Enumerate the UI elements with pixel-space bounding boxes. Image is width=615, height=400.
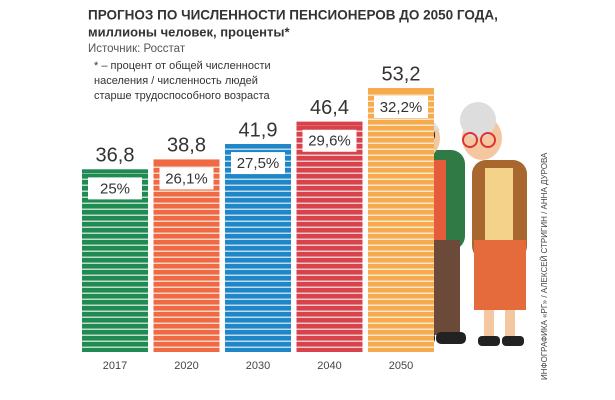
percent-label: 27,5%: [237, 155, 280, 172]
bar-cap: [153, 159, 220, 164]
percent-label: 25%: [100, 180, 130, 197]
bar: [296, 121, 363, 353]
x-tick-label: 2040: [317, 360, 341, 372]
percent-label: 32,2%: [380, 99, 423, 116]
percent-box: [302, 129, 357, 152]
percent-box: [374, 96, 428, 118]
value-label: 41,9: [239, 119, 278, 141]
value-label: 46,4: [310, 97, 349, 119]
x-tick-label: 2030: [246, 360, 270, 372]
x-tick-label: 2050: [389, 360, 413, 372]
chart-title: ПРОГНОЗ ПО ЧИСЛЕННОСТИ ПЕНСИОНЕРОВ ДО 20…: [88, 8, 498, 23]
x-tick-label: 2020: [174, 360, 198, 372]
chart-subtitle: миллионы человек, проценты*: [88, 24, 290, 39]
source: Источник: Росстат: [88, 43, 186, 55]
bar: [82, 169, 148, 352]
bar-cap: [82, 169, 148, 174]
footnote: * – процент от общей численности: [94, 60, 271, 72]
footnote: старше трудоспособного возраста: [94, 90, 271, 102]
footnote: населения / численность людей: [94, 75, 258, 87]
value-label: 53,2: [382, 63, 421, 85]
value-label: 38,8: [167, 135, 206, 157]
bar-cap: [368, 88, 434, 92]
percent-box: [88, 177, 142, 200]
bar-cap: [296, 121, 363, 126]
percent-box: [159, 167, 214, 190]
credit: ИНФОГРАФИКА «РГ» / АЛЕКСЕЙ СТРИГИН / АНН…: [540, 152, 549, 380]
value-label: 36,8: [96, 145, 135, 167]
percent-label: 29,6%: [308, 133, 351, 150]
bar: [153, 159, 220, 352]
x-tick-label: 2017: [103, 360, 127, 372]
bar: [368, 88, 434, 352]
percent-label: 26,1%: [165, 170, 208, 187]
percent-box: [231, 152, 285, 175]
bar-cap: [225, 144, 291, 149]
bar: [225, 144, 291, 352]
